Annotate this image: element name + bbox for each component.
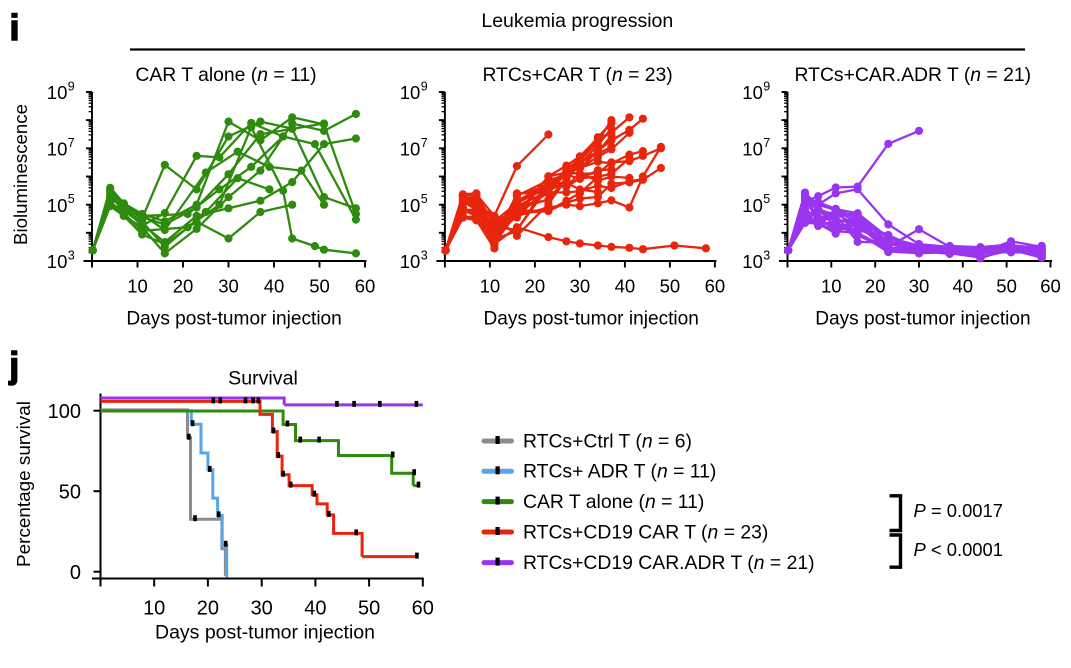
svg-text:10: 10 [400, 139, 421, 160]
svg-text:10: 10 [742, 82, 763, 103]
svg-text:60: 60 [412, 598, 434, 620]
svg-text:RTCs+ ADR T (n = 11): RTCs+ ADR T (n = 11) [523, 461, 716, 483]
svg-text:0: 0 [70, 562, 81, 584]
svg-text:10: 10 [742, 139, 763, 160]
svg-text:60: 60 [355, 276, 376, 297]
svg-text:10: 10 [47, 195, 68, 216]
svg-text:50: 50 [59, 481, 81, 503]
svg-text:Leukemia progression: Leukemia progression [481, 10, 673, 32]
svg-text:40: 40 [953, 276, 974, 297]
svg-text:40: 40 [615, 276, 636, 297]
svg-text:60: 60 [705, 276, 726, 297]
svg-text:10: 10 [742, 195, 763, 216]
svg-text:3: 3 [763, 249, 770, 263]
svg-text:P = 0.0017: P = 0.0017 [914, 500, 1004, 521]
svg-text:9: 9 [68, 80, 75, 94]
svg-text:Percentage survival: Percentage survival [14, 401, 35, 567]
svg-text:30: 30 [251, 598, 273, 620]
svg-text:RTCs+CAR T (n = 23): RTCs+CAR T (n = 23) [482, 64, 672, 86]
svg-text:9: 9 [421, 80, 428, 94]
svg-text:7: 7 [421, 136, 428, 150]
svg-text:j: j [8, 345, 19, 386]
svg-text:RTCs+CD19 CAR.ADR T (n = 21): RTCs+CD19 CAR.ADR T (n = 21) [523, 552, 815, 574]
svg-text:10: 10 [127, 276, 148, 297]
svg-text:RTCs+Ctrl T (n = 6): RTCs+Ctrl T (n = 6) [523, 430, 692, 452]
svg-text:3: 3 [68, 249, 75, 263]
svg-text:7: 7 [68, 136, 75, 150]
svg-text:50: 50 [309, 276, 330, 297]
svg-text:10: 10 [400, 251, 421, 272]
svg-text:Days post-tumor injection: Days post-tumor injection [126, 309, 341, 330]
svg-text:5: 5 [68, 192, 75, 206]
svg-text:10: 10 [480, 276, 501, 297]
svg-text:i: i [10, 7, 20, 48]
svg-text:10: 10 [47, 82, 68, 103]
svg-text:10: 10 [400, 82, 421, 103]
svg-text:50: 50 [996, 276, 1017, 297]
svg-text:Days post-tumor injection: Days post-tumor injection [155, 622, 375, 644]
svg-text:3: 3 [421, 249, 428, 263]
svg-text:40: 40 [304, 598, 326, 620]
svg-text:60: 60 [1040, 276, 1061, 297]
svg-text:Survival: Survival [228, 368, 298, 390]
svg-text:5: 5 [421, 192, 428, 206]
svg-text:RTCs+CD19 CAR T (n = 23): RTCs+CD19 CAR T (n = 23) [523, 521, 768, 543]
svg-text:30: 30 [570, 276, 591, 297]
svg-text:30: 30 [218, 276, 239, 297]
svg-text:10: 10 [400, 195, 421, 216]
svg-text:Days post-tumor injection: Days post-tumor injection [815, 309, 1030, 330]
svg-text:20: 20 [525, 276, 546, 297]
svg-text:9: 9 [763, 80, 770, 94]
svg-text:10: 10 [742, 251, 763, 272]
svg-text:100: 100 [48, 401, 81, 423]
svg-text:10: 10 [143, 598, 165, 620]
svg-text:10: 10 [47, 251, 68, 272]
svg-text:CAR T alone (n = 11): CAR T alone (n = 11) [523, 491, 704, 513]
svg-text:CAR T alone (n = 11): CAR T alone (n = 11) [135, 64, 316, 86]
svg-text:20: 20 [173, 276, 194, 297]
svg-text:Bioluminescence: Bioluminescence [10, 104, 31, 245]
svg-text:20: 20 [865, 276, 886, 297]
svg-text:RTCs+CAR.ADR T (n = 21): RTCs+CAR.ADR T (n = 21) [795, 64, 1032, 86]
svg-text:40: 40 [264, 276, 285, 297]
svg-text:20: 20 [197, 598, 219, 620]
svg-text:7: 7 [763, 136, 770, 150]
svg-text:50: 50 [660, 276, 681, 297]
svg-text:30: 30 [909, 276, 930, 297]
svg-text:10: 10 [47, 139, 68, 160]
svg-text:50: 50 [358, 598, 380, 620]
svg-text:5: 5 [763, 192, 770, 206]
svg-text:P < 0.0001: P < 0.0001 [914, 539, 1004, 560]
svg-text:10: 10 [821, 276, 842, 297]
svg-text:Days post-tumor injection: Days post-tumor injection [483, 309, 698, 330]
